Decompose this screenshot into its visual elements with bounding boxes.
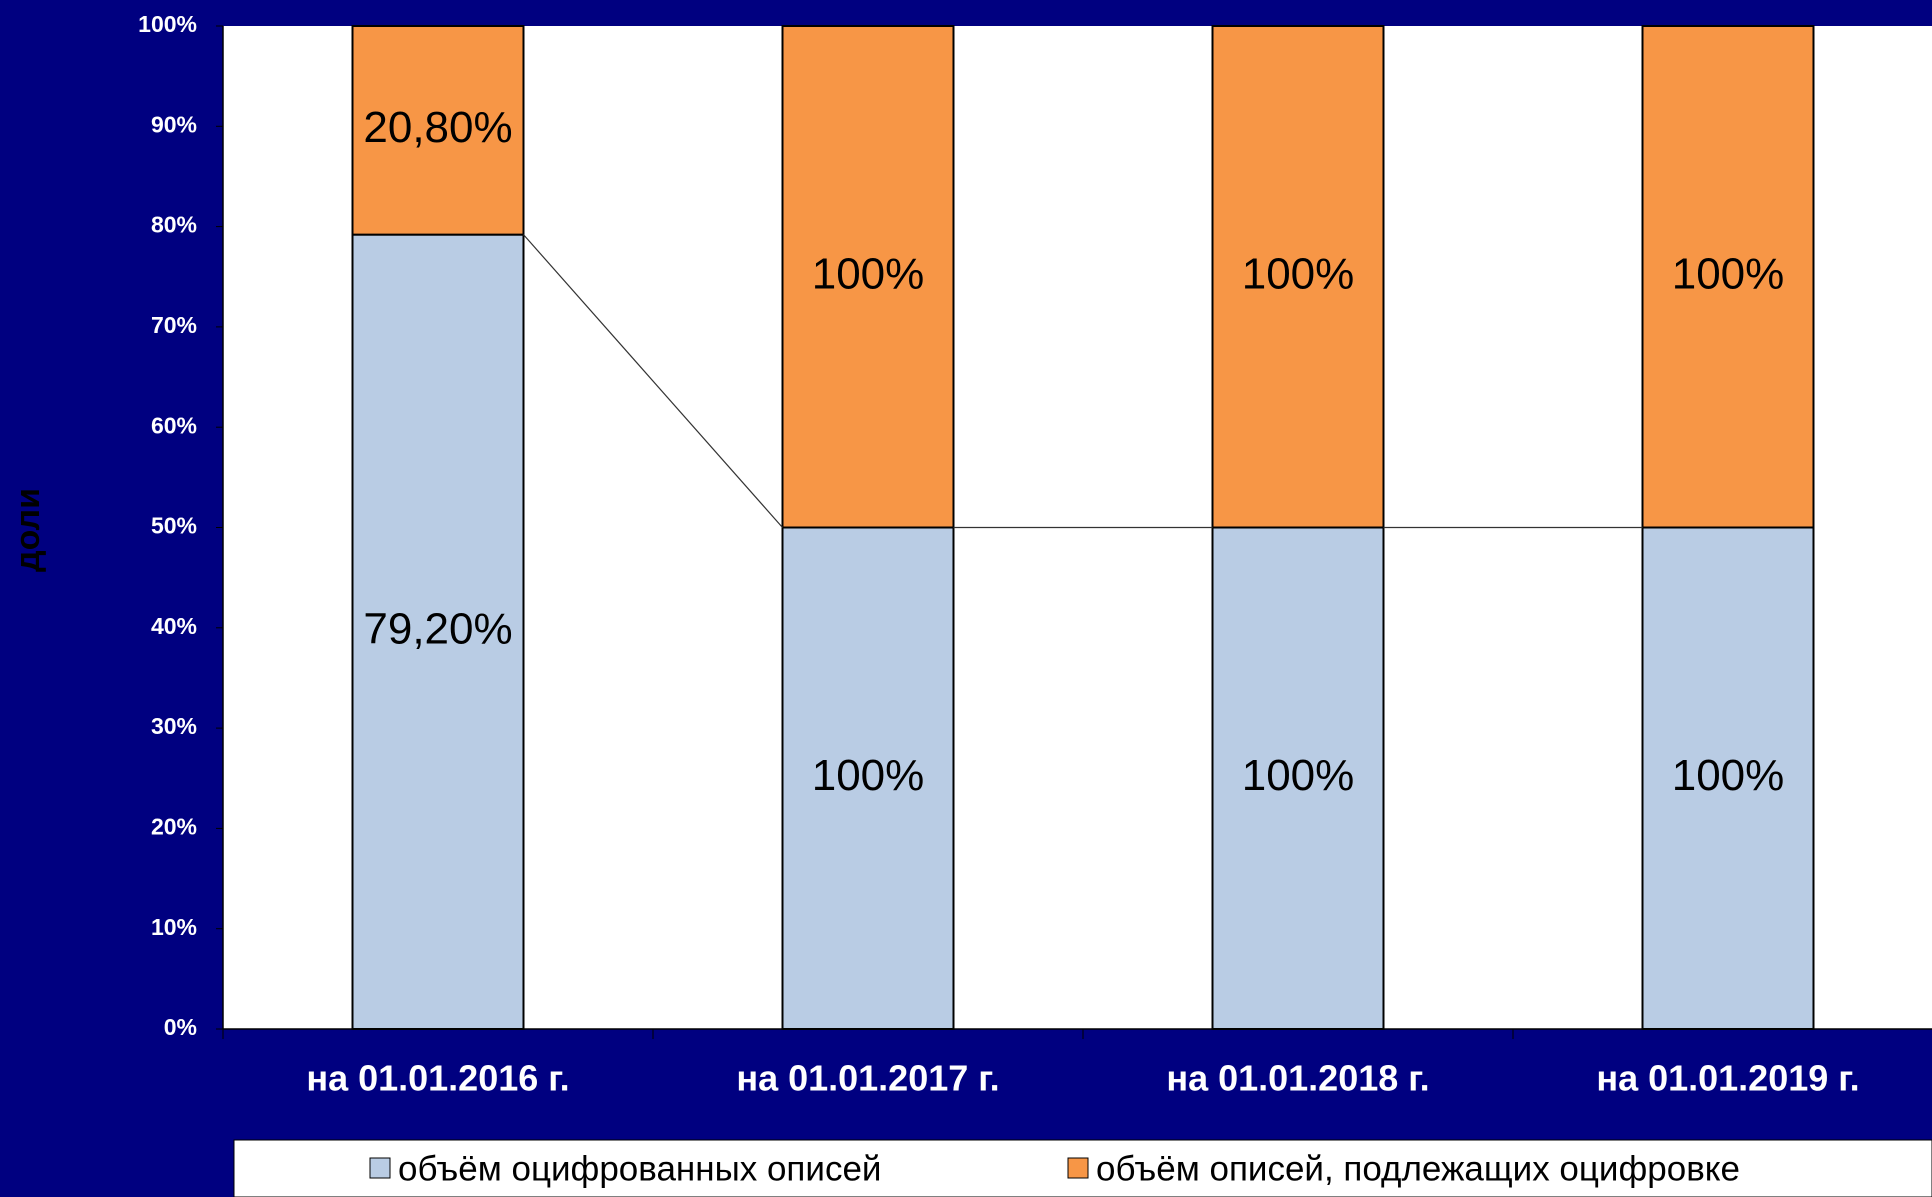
bar-segment <box>781 25 955 529</box>
x-tick-label: на 01.01.2018 г. <box>1166 1058 1429 1099</box>
y-tick-label: 40% <box>151 613 197 639</box>
y-tick-label: 0% <box>164 1014 197 1040</box>
data-label: 20,80% <box>363 103 512 152</box>
x-tick-label: на 01.01.2019 г. <box>1596 1058 1859 1099</box>
legend-swatch <box>369 1157 391 1179</box>
bar-segment <box>1641 25 1815 529</box>
bar-segment <box>1211 526 1385 1030</box>
y-tick-label: 60% <box>151 412 197 438</box>
legend-label: объём описей, подлежащих оцифровке <box>1096 1149 1740 1188</box>
y-tick-label: 80% <box>151 212 197 238</box>
y-tick-label: 10% <box>151 914 197 940</box>
data-label: 100% <box>1242 751 1355 800</box>
data-label: 100% <box>1672 249 1785 298</box>
y-tick-label: 100% <box>138 11 197 37</box>
series-line <box>523 234 783 528</box>
x-tick-label: на 01.01.2016 г. <box>306 1058 569 1099</box>
data-label: 100% <box>1242 249 1355 298</box>
bar-segment <box>781 526 955 1030</box>
data-label: 79,20% <box>363 604 512 653</box>
legend-swatch <box>1067 1157 1089 1179</box>
data-label: 100% <box>812 249 925 298</box>
legend-label: объём оцифрованных описей <box>398 1149 881 1188</box>
y-axis-label: доли <box>9 488 47 572</box>
y-tick-label: 50% <box>151 513 197 539</box>
data-label: 100% <box>1672 751 1785 800</box>
y-tick-label: 70% <box>151 312 197 338</box>
y-tick-label: 20% <box>151 813 197 839</box>
y-tick-label: 90% <box>151 111 197 137</box>
y-tick-label: 30% <box>151 713 197 739</box>
bar-segment <box>1211 25 1385 529</box>
bar-segment <box>351 25 525 236</box>
bar-segment <box>1641 526 1815 1030</box>
x-tick-label: на 01.01.2017 г. <box>736 1058 999 1099</box>
data-label: 100% <box>812 751 925 800</box>
